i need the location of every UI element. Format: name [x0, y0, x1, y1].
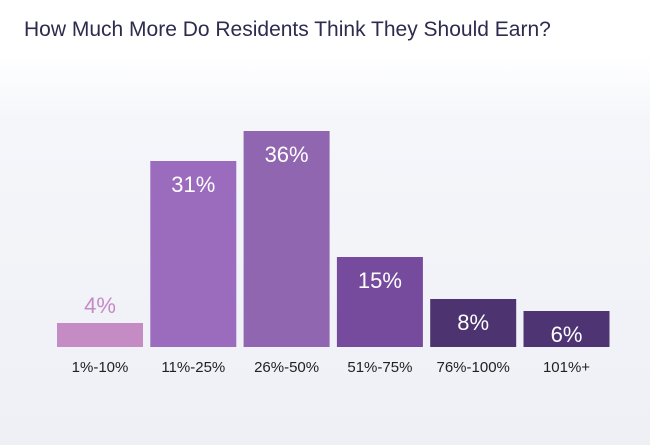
bar-11%-25%: [150, 161, 237, 347]
category-label: 76%-100%: [437, 359, 510, 376]
value-label: 4%: [84, 293, 116, 318]
bar-101%+: [523, 311, 610, 347]
bar-51%-75%: [336, 257, 423, 347]
category-label: 101%+: [543, 359, 590, 376]
category-label: 11%-25%: [161, 359, 225, 376]
bar-26%-50%: [243, 131, 330, 347]
value-label: 36%: [265, 142, 309, 167]
value-label: 31%: [171, 172, 215, 197]
value-label: 6%: [551, 322, 583, 347]
category-label: 51%-75%: [347, 359, 412, 376]
category-label: 26%-50%: [254, 359, 319, 376]
chart-title: How Much More Do Residents Think They Sh…: [24, 18, 551, 41]
value-label: 15%: [358, 268, 402, 293]
category-label: 1%-10%: [72, 359, 129, 376]
bar-1%-10%: [57, 323, 143, 347]
bar-76%-100%: [430, 299, 517, 347]
value-label: 8%: [457, 310, 489, 335]
